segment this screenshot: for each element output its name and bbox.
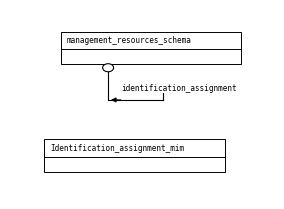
Text: management_resources_schema: management_resources_schema (66, 36, 191, 45)
Bar (61, 32, 241, 64)
Text: identification_assignment: identification_assignment (121, 84, 237, 93)
Bar (44, 139, 225, 172)
Text: Identification_assignment_mim: Identification_assignment_mim (50, 144, 184, 153)
Circle shape (103, 64, 114, 72)
